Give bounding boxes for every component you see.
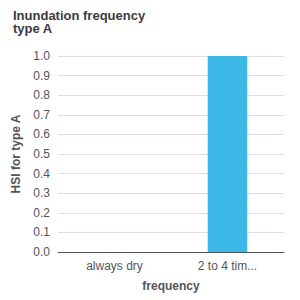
svg-text:0.7: 0.7 [33,108,50,122]
svg-text:0.0: 0.0 [33,245,50,259]
svg-text:0.5: 0.5 [33,147,50,161]
svg-text:0.3: 0.3 [33,186,50,200]
svg-text:Inundation frequency: Inundation frequency [13,8,146,23]
svg-text:0.4: 0.4 [33,167,50,181]
svg-text:2 to 4 tim...: 2 to 4 tim... [198,259,257,273]
svg-text:always dry: always dry [86,259,143,273]
svg-text:type A: type A [13,21,53,36]
svg-text:0.9: 0.9 [33,69,50,83]
svg-text:0.1: 0.1 [33,225,50,239]
svg-text:0.8: 0.8 [33,88,50,102]
svg-text:frequency: frequency [142,279,200,293]
svg-text:1.0: 1.0 [33,49,50,63]
svg-text:0.2: 0.2 [33,206,50,220]
svg-text:0.6: 0.6 [33,127,50,141]
svg-text:HSI for type A: HSI for type A [9,114,23,193]
